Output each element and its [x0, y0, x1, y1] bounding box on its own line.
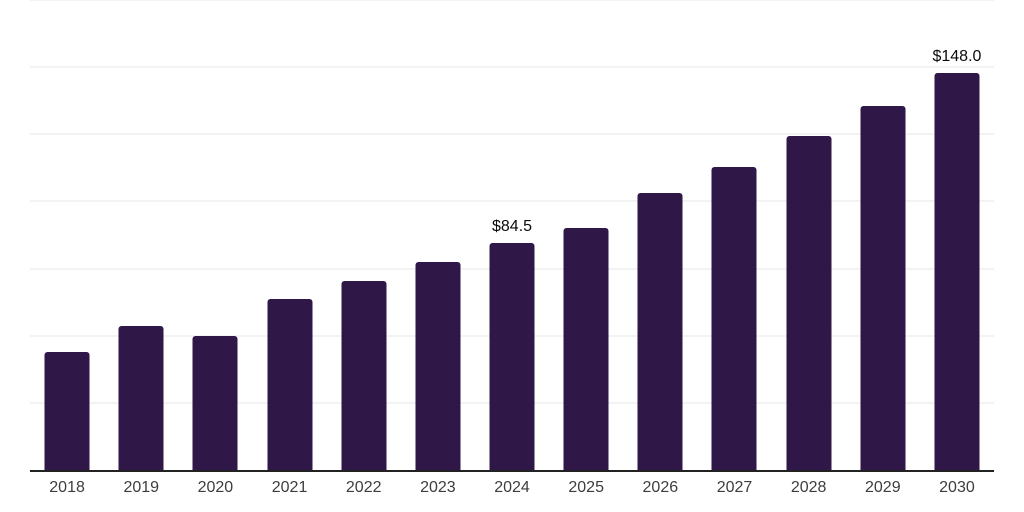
bar-2030 [934, 72, 980, 470]
bar-group-2019 [104, 0, 178, 470]
bar-group-2029 [846, 0, 920, 470]
x-tick-label-2027: 2027 [716, 479, 753, 496]
bar-group-2027 [697, 0, 771, 470]
x-tick-label-2021: 2021 [271, 479, 308, 496]
bar-group-2021 [252, 0, 326, 470]
x-axis-line [30, 470, 994, 472]
plot-area: $84.5 $148.0 [30, 0, 994, 472]
bar-group-2024: $84.5 [475, 0, 549, 470]
gridline-125 [30, 133, 994, 136]
bar-group-2028 [772, 0, 846, 470]
x-tick-label-2029: 2029 [865, 479, 901, 496]
bar-2021 [267, 299, 313, 470]
x-tick-label-2026: 2026 [642, 479, 679, 496]
bar-group-2023 [401, 0, 475, 470]
bar-2026 [637, 193, 683, 470]
bar-group-2020 [178, 0, 252, 470]
bar-value-label-2024: $84.5 [491, 218, 533, 236]
bars-container: $84.5 $148.0 [30, 0, 994, 470]
bar-2029 [860, 106, 906, 470]
bar-group-2026 [623, 0, 697, 470]
gridline-175 [30, 0, 994, 1]
bar-group-2030: $148.0 [920, 0, 994, 470]
x-tick-label-2018: 2018 [49, 479, 85, 496]
bar-group-2022 [327, 0, 401, 470]
x-tick-label-2030: 2030 [939, 479, 975, 496]
bar-group-2018 [30, 0, 104, 470]
bar-2019 [118, 326, 164, 470]
bar-2024 [489, 243, 535, 470]
x-tick-label-2023: 2023 [420, 479, 456, 496]
bar-2023 [415, 261, 461, 470]
x-axis-labels: 2018 2019 2020 2021 2022 2023 2024 2025 2026 2027… [30, 478, 994, 498]
bar-2022 [341, 280, 387, 470]
bar-value-label-2030: $148.0 [932, 47, 982, 65]
bar-2027 [711, 166, 757, 470]
gridline-100 [30, 200, 994, 203]
x-tick-label-2025: 2025 [568, 479, 604, 496]
bar-2018 [44, 351, 90, 470]
bar-2028 [786, 135, 832, 470]
bar-2020 [192, 335, 238, 470]
bar-2025 [563, 228, 609, 470]
x-tick-label-2028: 2028 [790, 479, 827, 496]
x-tick-label-2022: 2022 [345, 479, 382, 496]
x-tick-label-2020: 2020 [197, 479, 234, 496]
bar-group-2025 [549, 0, 623, 470]
x-tick-label-2024: 2024 [494, 479, 530, 496]
x-tick-label-2019: 2019 [123, 479, 160, 496]
gridline-150 [30, 66, 994, 69]
